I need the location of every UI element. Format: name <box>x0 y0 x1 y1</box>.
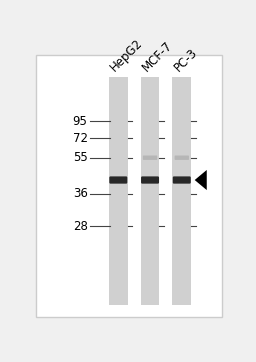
FancyBboxPatch shape <box>141 176 159 184</box>
Text: 55: 55 <box>73 151 88 164</box>
FancyBboxPatch shape <box>141 77 159 306</box>
FancyBboxPatch shape <box>143 156 157 160</box>
Text: PC-3: PC-3 <box>172 46 200 74</box>
FancyBboxPatch shape <box>36 55 222 317</box>
Text: 28: 28 <box>73 219 88 232</box>
FancyBboxPatch shape <box>109 176 127 184</box>
Text: 95: 95 <box>73 115 88 128</box>
FancyBboxPatch shape <box>175 156 189 160</box>
Polygon shape <box>195 170 207 190</box>
Text: 36: 36 <box>73 188 88 201</box>
Text: HepG2: HepG2 <box>108 37 146 74</box>
Text: 72: 72 <box>72 132 88 145</box>
FancyBboxPatch shape <box>172 77 191 306</box>
Text: MCF-7: MCF-7 <box>140 39 175 74</box>
FancyBboxPatch shape <box>173 176 191 184</box>
FancyBboxPatch shape <box>109 77 128 306</box>
